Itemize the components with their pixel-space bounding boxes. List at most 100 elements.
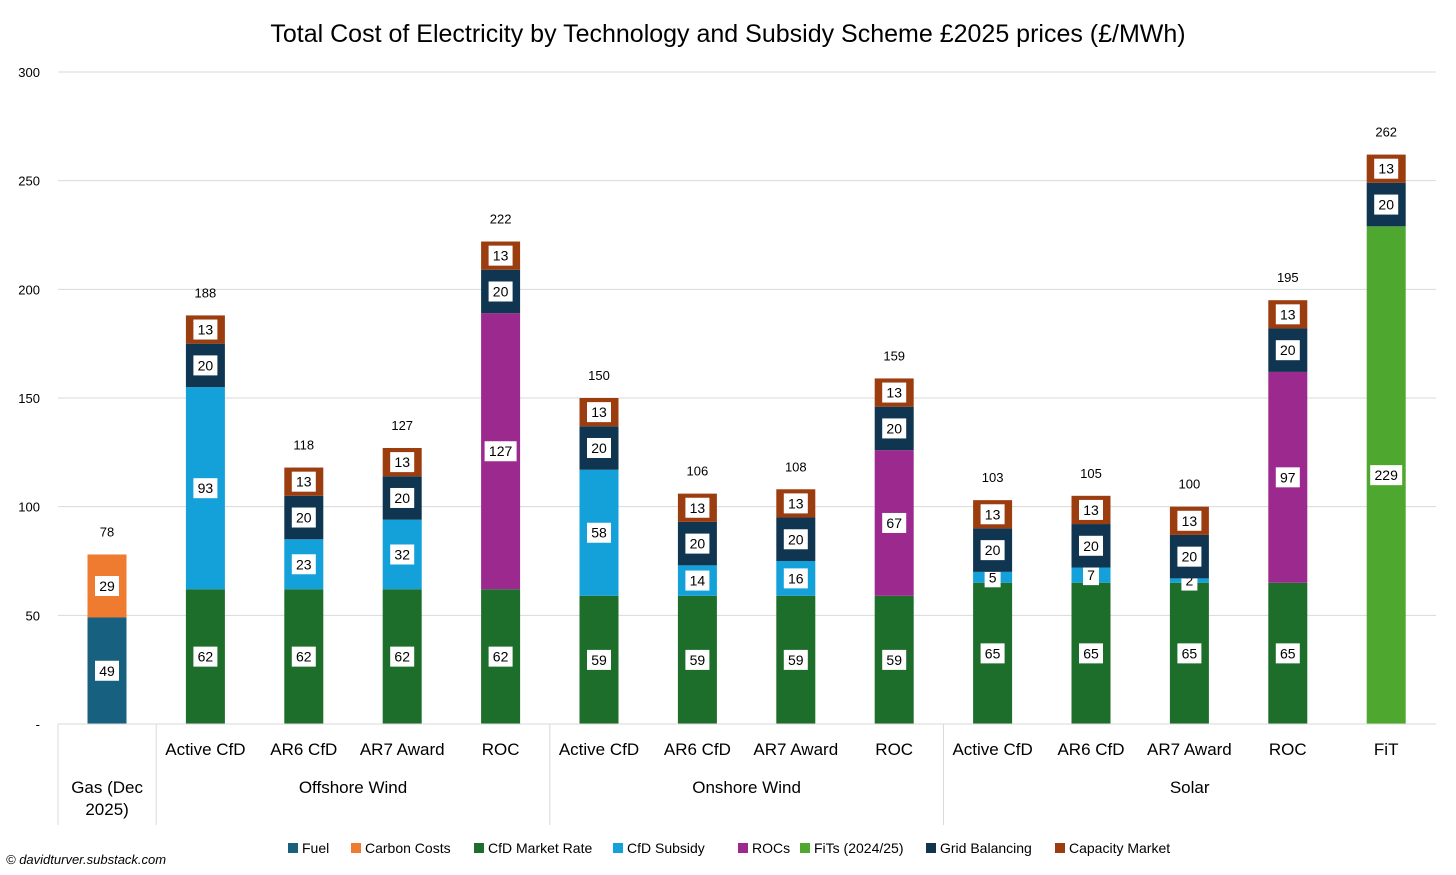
data-label-box [1275, 304, 1300, 325]
data-label: 62 [296, 649, 312, 665]
bar-stack: 65 7 20 13 105 [1071, 466, 1111, 724]
data-label: 20 [690, 536, 706, 552]
legend-label: Carbon Costs [365, 840, 451, 856]
data-label-box [1079, 535, 1103, 556]
category-label: FiT [1374, 740, 1399, 759]
legend-swatch [351, 843, 361, 853]
category-label: AR6 CfD [270, 740, 337, 759]
data-label: 62 [493, 649, 509, 665]
legend-swatch [474, 843, 484, 853]
category-label: AR6 CfD [1057, 740, 1124, 759]
total-label: 195 [1277, 270, 1299, 285]
data-label: 13 [296, 474, 312, 490]
total-label: 100 [1179, 477, 1201, 492]
data-label: 13 [690, 500, 706, 516]
category-label: AR7 Award [1147, 740, 1232, 759]
data-label-box [1177, 546, 1202, 567]
data-label: 65 [1083, 645, 1099, 661]
data-label-box [980, 643, 1005, 664]
legend-label: Grid Balancing [940, 840, 1032, 856]
legend-label: CfD Subsidy [627, 840, 705, 856]
data-label-box [1374, 194, 1399, 215]
data-label-box [193, 478, 218, 499]
data-label: 97 [1280, 469, 1296, 485]
data-label-box [783, 493, 808, 514]
data-label: 32 [394, 546, 410, 562]
data-label-box [193, 319, 218, 340]
legend-swatch [1055, 843, 1065, 853]
data-label-box [291, 507, 316, 528]
category-label: ROC [1269, 740, 1307, 759]
data-label: 20 [1182, 549, 1198, 565]
data-label: 20 [985, 542, 1001, 558]
data-label-box [587, 437, 611, 458]
data-label-box [984, 567, 1001, 588]
data-label: 65 [1280, 645, 1296, 661]
data-label-box [390, 487, 415, 508]
total-label: 78 [100, 524, 114, 539]
data-label-box [1275, 643, 1300, 664]
y-tick-label: 250 [18, 174, 40, 189]
data-label-box [1177, 643, 1202, 664]
total-label: 222 [490, 212, 512, 227]
legend-label: Fuel [302, 840, 329, 856]
bar-stack: 62 32 20 13 127 [382, 418, 422, 724]
y-tick-label: - [36, 717, 40, 732]
data-label: 20 [198, 357, 214, 373]
y-tick-label: 150 [18, 391, 40, 406]
data-label-box [980, 540, 1005, 561]
group-label: Offshore Wind [299, 778, 407, 797]
data-label: 65 [1182, 645, 1198, 661]
data-label: 23 [296, 556, 312, 572]
legend-label: FiTs (2024/25) [814, 840, 903, 856]
category-label: AR7 Award [360, 740, 445, 759]
data-label: 49 [99, 663, 115, 679]
data-label-box [1275, 467, 1300, 488]
data-label-box [95, 660, 119, 681]
data-label: 20 [1083, 538, 1099, 554]
data-label-box [783, 529, 808, 550]
data-label: 2 [1186, 573, 1194, 589]
data-label: 13 [1378, 161, 1394, 177]
y-tick-label: 50 [26, 608, 40, 623]
legend-item: Carbon Costs [351, 840, 451, 856]
data-label: 20 [394, 490, 410, 506]
x-axis: Active CfD AR6 CfD AR7 Award ROC Active CfD A… [57, 723, 1436, 825]
legend-item: FiTs (2024/25) [800, 840, 903, 856]
total-label: 106 [687, 464, 709, 479]
data-label-box [882, 418, 907, 439]
data-label-box [95, 575, 119, 596]
data-label-box [1370, 465, 1403, 486]
data-label: 20 [493, 284, 509, 300]
data-label: 13 [198, 322, 214, 338]
data-label-box [1275, 340, 1300, 361]
data-label-box [587, 402, 611, 423]
data-label-box [685, 570, 710, 591]
data-label: 13 [886, 385, 902, 401]
data-label: 13 [985, 506, 1001, 522]
bar-stack: 49 29 78 [87, 524, 127, 724]
data-label-box [484, 441, 517, 462]
legend-swatch [800, 843, 810, 853]
bar-stack: 65 2 20 13 100 [1169, 477, 1209, 724]
data-label-box [882, 382, 907, 403]
data-label: 20 [591, 440, 607, 456]
category-label: ROC [875, 740, 913, 759]
data-label-box [783, 568, 808, 589]
total-label: 118 [293, 438, 314, 453]
bar-stack: 62 93 20 13 188 [185, 285, 225, 724]
data-label-box [980, 504, 1005, 525]
data-label-box [1374, 158, 1399, 179]
data-label-box [685, 533, 710, 554]
legend-item: CfD Subsidy [613, 840, 705, 856]
data-label-box [488, 281, 513, 302]
credit-text: © davidturver.substack.com [6, 852, 166, 867]
bar-stack: 59 67 20 13 159 [874, 348, 914, 724]
category-label: AR7 Award [753, 740, 838, 759]
data-label: 13 [788, 495, 804, 511]
data-label: 127 [489, 443, 513, 459]
bar-stack: 62 23 20 13 118 [284, 438, 324, 724]
bar-stack: 59 16 20 13 108 [776, 459, 816, 724]
data-label-box [390, 544, 415, 565]
data-label-box [685, 497, 710, 518]
